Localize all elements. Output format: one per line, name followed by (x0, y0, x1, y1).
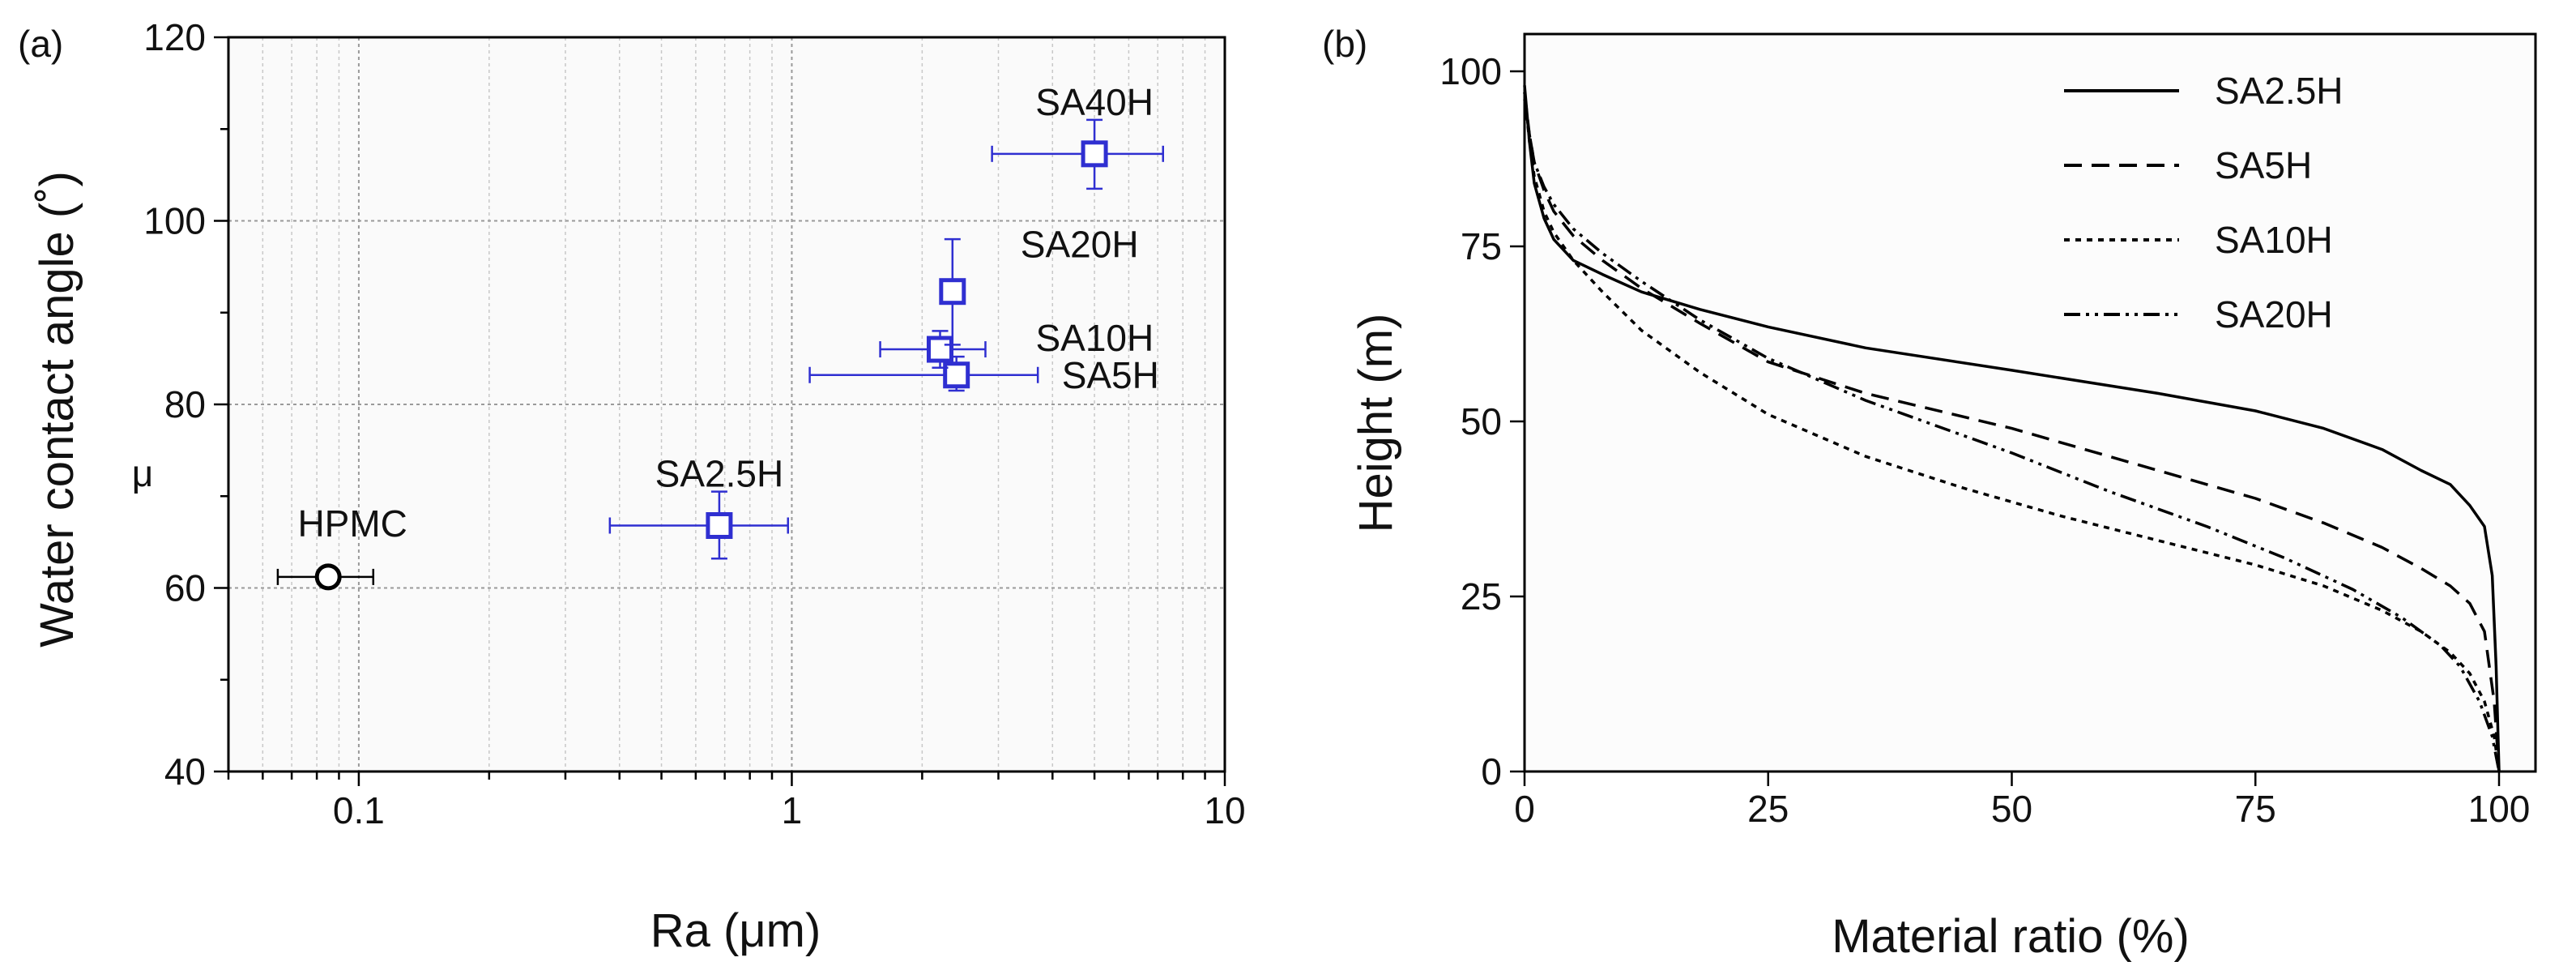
square-marker (943, 361, 970, 389)
x-tick-label: 50 (1991, 788, 2032, 830)
point-label: SA10H (1035, 317, 1154, 359)
panel-b-plot-background (1525, 34, 2535, 772)
x-tick-label: 100 (2468, 788, 2531, 830)
panel-b-ticks: 0 25 50 75 100 0 25 50 75 100 (1439, 50, 2530, 830)
legend-label: SA5H (2215, 144, 2312, 186)
y-tick-label: 75 (1461, 225, 1502, 267)
panel-a-y-axis-title: Water contact angle (˚) (31, 171, 83, 648)
data-point: HPMC (276, 502, 407, 591)
panel-b-lines (1523, 85, 2501, 772)
data-point: SA5H (808, 354, 1159, 396)
y-tick-label: 100 (143, 200, 206, 242)
data-point: SA10H (879, 317, 1154, 369)
panel-b-x-axis-title: Material ratio (%) (1832, 910, 2190, 963)
panel-a-ticks: 40 60 80 100 120 0.1 1 10 (143, 16, 1245, 831)
x-tick-label: 1 (782, 789, 803, 831)
y-tick-label: 60 (164, 567, 206, 609)
series-line (1523, 92, 2501, 772)
y-tick-label: 25 (1461, 575, 1502, 618)
legend-label: SA10H (2215, 219, 2333, 261)
y-tick-label: 40 (164, 750, 206, 793)
panel-a-x-axis-title: Ra (μm) (650, 904, 821, 957)
y-tick-label: 80 (164, 383, 206, 425)
square-marker (926, 336, 953, 363)
panel-b-plot-frame (1523, 32, 2537, 773)
x-tick-label: 75 (2235, 788, 2276, 830)
point-label: SA5H (1062, 354, 1159, 396)
legend-label: SA20H (2215, 293, 2333, 336)
panel-a-y-axis-extra-glyph: μ (132, 452, 154, 494)
point-label: SA20H (1021, 224, 1139, 266)
x-tick-label: 0.1 (333, 789, 385, 831)
series-line (1523, 99, 2501, 772)
square-marker (706, 511, 733, 539)
panel-b-legend: SA2.5H SA5H SA10H SA20H (2064, 70, 2344, 336)
square-marker (1081, 140, 1108, 168)
x-tick-label: 25 (1747, 788, 1789, 830)
data-point: SA2.5H (608, 452, 790, 560)
point-label: SA2.5H (655, 452, 784, 494)
circle-marker (314, 563, 342, 591)
series-line (1523, 92, 2501, 772)
panel-b: (b) 0 25 50 75 100 0 25 50 75 100 SA2.5H SA5H SA10H… (1322, 23, 2537, 963)
y-tick-label: 100 (1439, 50, 1502, 92)
y-tick-label: 50 (1461, 400, 1502, 442)
data-point: SA20H (939, 224, 1139, 346)
panel-b-label: (b) (1322, 23, 1367, 65)
legend-label: SA2.5H (2215, 70, 2344, 112)
panel-a: (a) 40 60 80 100 120 0.1 1 10 HPMC SA2.5H SA5HSA1… (18, 16, 1246, 957)
y-tick-label: 0 (1481, 750, 1502, 793)
x-tick-label: 0 (1514, 788, 1535, 830)
data-point: SA40H (991, 81, 1164, 190)
series-line (1523, 85, 2501, 772)
y-tick-label: 120 (143, 16, 206, 58)
x-tick-label: 10 (1204, 789, 1245, 831)
point-label: SA40H (1035, 81, 1154, 123)
square-marker (939, 278, 966, 306)
panel-b-y-axis-title: Height (m) (1350, 314, 1402, 533)
point-label: HPMC (297, 502, 407, 545)
panel-a-grid (228, 37, 1226, 772)
panel-a-label: (a) (18, 23, 63, 65)
